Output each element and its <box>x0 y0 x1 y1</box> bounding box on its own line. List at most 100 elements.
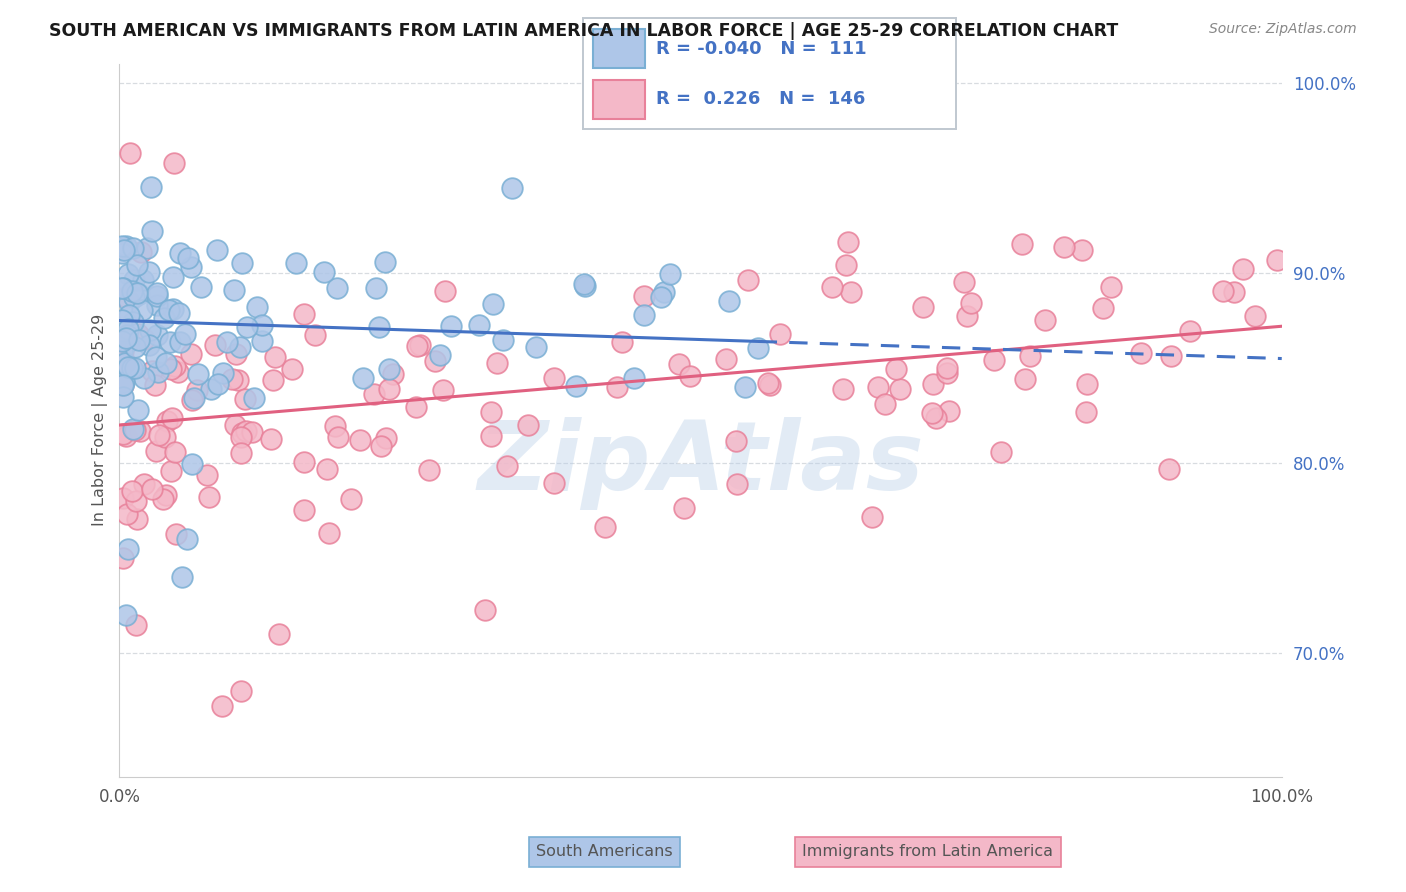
Point <box>128 425 150 439</box>
Point <box>1223 285 1246 299</box>
Point <box>425 353 447 368</box>
Point <box>245 300 267 314</box>
Point <box>143 378 166 392</box>
Point <box>117 541 139 556</box>
Point <box>127 258 149 272</box>
Point <box>111 491 134 505</box>
Point <box>122 273 145 287</box>
Point <box>884 362 907 376</box>
Point <box>153 429 176 443</box>
Point <box>198 490 221 504</box>
Point <box>725 434 748 449</box>
Point <box>1265 253 1288 268</box>
Point <box>292 503 315 517</box>
Point <box>243 391 266 405</box>
Point <box>482 297 505 311</box>
Point <box>165 527 187 541</box>
Point <box>180 346 202 360</box>
Point <box>212 366 235 380</box>
Point <box>111 245 134 260</box>
Point <box>180 260 202 275</box>
Point <box>936 361 959 376</box>
Point <box>1099 279 1122 293</box>
Point <box>169 334 191 349</box>
Point <box>678 368 700 383</box>
Point <box>922 377 945 392</box>
Point <box>938 404 960 418</box>
Point <box>111 377 134 392</box>
Point <box>821 279 844 293</box>
Point <box>141 224 163 238</box>
Point <box>339 492 361 507</box>
Point <box>114 331 136 345</box>
Point <box>501 181 523 195</box>
Point <box>226 373 249 387</box>
Point <box>129 245 152 260</box>
Point <box>911 300 934 314</box>
Point <box>169 306 191 320</box>
Point <box>374 431 396 445</box>
Point <box>222 283 245 297</box>
Point <box>983 352 1005 367</box>
Point <box>1070 243 1092 257</box>
Point <box>224 417 246 432</box>
Point <box>294 308 316 322</box>
FancyBboxPatch shape <box>593 29 645 68</box>
Point <box>138 323 160 337</box>
Point <box>652 285 675 299</box>
Point <box>114 356 136 370</box>
Point <box>1178 324 1201 338</box>
Y-axis label: In Labor Force | Age 25-29: In Labor Force | Age 25-29 <box>93 314 108 526</box>
Point <box>352 371 374 385</box>
Point <box>292 455 315 469</box>
Point <box>176 532 198 546</box>
Point <box>837 235 859 250</box>
Point <box>1157 462 1180 476</box>
Point <box>250 334 273 348</box>
Text: Immigrants from Latin America: Immigrants from Latin America <box>803 845 1053 859</box>
Point <box>440 319 463 334</box>
Point <box>839 285 862 299</box>
Text: SOUTH AMERICAN VS IMMIGRANTS FROM LATIN AMERICA IN LABOR FORCE | AGE 25-29 CORRE: SOUTH AMERICAN VS IMMIGRANTS FROM LATIN … <box>49 22 1118 40</box>
Point <box>955 309 977 323</box>
Point <box>124 424 146 438</box>
Point <box>260 433 283 447</box>
Point <box>378 382 401 396</box>
Point <box>159 334 181 349</box>
Point <box>734 380 756 394</box>
Point <box>205 243 228 257</box>
Point <box>866 380 889 394</box>
Point <box>128 287 150 301</box>
Point <box>121 483 143 498</box>
Point <box>120 146 142 161</box>
Text: South Americans: South Americans <box>536 845 673 859</box>
Point <box>204 338 226 352</box>
Point <box>114 334 136 348</box>
Text: Source: ZipAtlas.com: Source: ZipAtlas.com <box>1209 22 1357 37</box>
Point <box>593 519 616 533</box>
Point <box>831 382 853 396</box>
Point <box>408 337 430 351</box>
Point <box>190 280 212 294</box>
Point <box>434 284 457 298</box>
Point <box>1033 313 1056 327</box>
Point <box>959 296 981 310</box>
Point <box>1091 301 1114 315</box>
Point <box>633 289 655 303</box>
Point <box>605 380 627 394</box>
Point <box>231 256 253 270</box>
Point <box>146 365 169 379</box>
Point <box>125 511 148 525</box>
Point <box>370 439 392 453</box>
Point <box>418 462 440 476</box>
Point <box>146 289 169 303</box>
Point <box>152 492 174 507</box>
Point <box>574 278 596 293</box>
Point <box>889 382 911 396</box>
Point <box>215 335 238 350</box>
Point <box>114 239 136 253</box>
Text: R = -0.040   N =  111: R = -0.040 N = 111 <box>657 39 866 57</box>
Point <box>432 383 454 397</box>
Point <box>138 265 160 279</box>
Point <box>124 361 146 376</box>
